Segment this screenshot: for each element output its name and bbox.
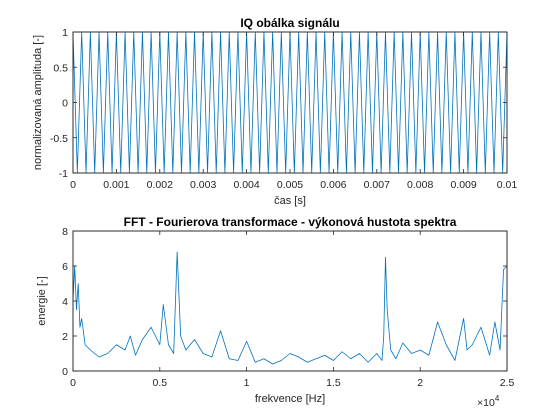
ax1-xtick-label: 0 [70,179,76,191]
ax2-xlabel: frekvence [Hz] [255,393,325,405]
ax1-xtick-label: 0.004 [233,179,259,191]
ax1-title: IQ obálka signálu [240,16,339,30]
ax1-xtick-label: 0.005 [277,179,303,191]
ax1-xtick-label: 0.001 [103,179,129,191]
ax1-ytick-label: 1 [62,27,68,39]
ax2-ytick-label: 4 [62,296,68,308]
ax2-ylabel: energie [-] [36,276,48,326]
ax2-xtick-label: 2.5 [500,377,515,389]
ax1-xtick-label: 0.01 [497,179,518,191]
ax1-xtick-label: 0.006 [320,179,346,191]
ax1-ytick-label: -0.5 [50,133,68,145]
ax2-title: FFT - Fourierova transformace - výkonová… [124,215,457,229]
ax1-ytick-label: -1 [59,168,68,180]
ax2-xtick-label: 1.5 [326,377,341,389]
ax1-xtick-label: 0.003 [190,179,216,191]
ax1-xtick-label: 0.008 [407,179,433,191]
ax2-x-exponent: ×104 [477,394,500,409]
ax2-xtick-label: 0 [70,377,76,389]
ax2-ytick-label: 2 [62,331,68,343]
ax1-ylabel: normalizovaná amplituda [-] [32,35,44,170]
axes-1: 0 0.001 0.002 0.003 0.004 0.005 0.006 0.007 0.00… [32,16,517,207]
ax2-xtick-label: 1 [244,377,250,389]
ax1-xtick-label: 0.002 [147,179,173,191]
ax2-xtick-label: 0.5 [152,377,167,389]
ax1-xtick-label: 0.009 [450,179,476,191]
ax2-ytick-label: 8 [62,226,68,238]
ax1-ytick-label: 0 [62,98,68,110]
ax1-plot-area [72,31,508,174]
ax1-xtick-label: 0.007 [364,179,390,191]
ax2-series-line [72,251,508,365]
ax2-ytick-label: 0 [62,366,68,378]
ax1-xlabel: čas [s] [274,195,306,207]
axes-2: 0 0.5 1 1.5 2 2.5 0 2 4 6 8 FFT - Fourierova transf… [36,215,514,409]
ax2-ytick-label: 6 [62,261,68,273]
ax2-x-exponent-power: 4 [495,394,500,403]
ax2-xtick-label: 2 [417,377,423,389]
ax1-ytick-label: 0.5 [53,62,68,74]
